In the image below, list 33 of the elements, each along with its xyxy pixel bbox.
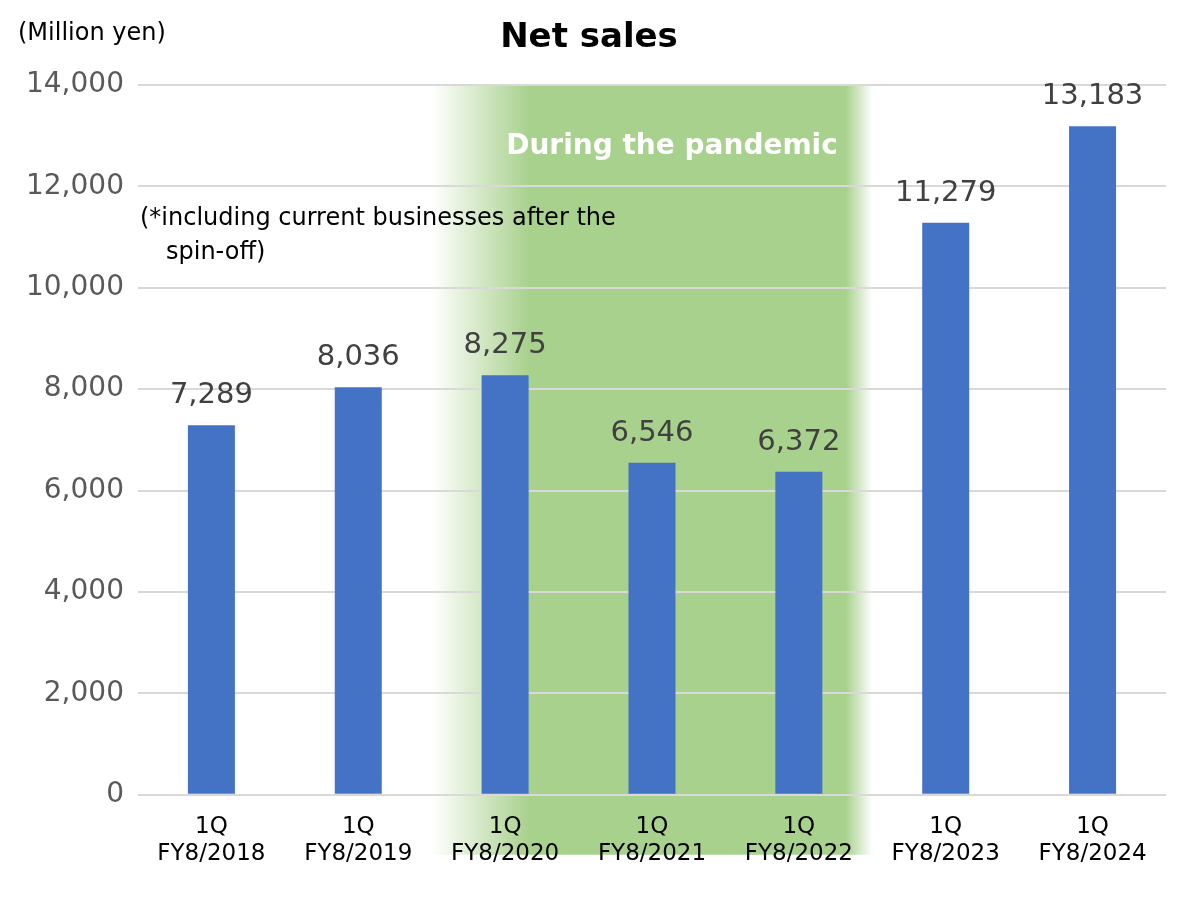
y-tick-label: 8,000 [43,370,124,404]
bar [481,375,529,794]
y-tick-label: 4,000 [43,573,124,607]
y-tick-label: 12,000 [25,167,124,201]
x-tick-label: 1Q FY8/2019 [304,811,413,866]
data-label: 7,289 [169,376,253,411]
annotation: (*including current businesses after the spin-off) [139,202,616,265]
band-label: During the pandemic [506,128,838,162]
y-tick-label: 0 [106,776,124,810]
x-tick-label: 1Q FY8/2023 [891,811,1000,866]
bar [775,471,823,794]
data-label: 8,036 [316,338,400,373]
x-tick-label: 1Q FY8/2024 [1038,811,1147,866]
y-axis-title: (Million yen) [18,18,166,46]
data-label: 13,183 [1041,77,1144,112]
bar [334,387,382,794]
x-tick-label: 1Q FY8/2018 [157,811,266,866]
y-tick-label: 14,000 [25,66,124,100]
data-label: 11,279 [894,173,997,208]
y-tick-label: 6,000 [43,471,124,505]
bar [1069,126,1117,794]
y-tick-label: 10,000 [25,268,124,302]
x-tick-label: 1Q FY8/2021 [597,811,707,866]
data-label: 6,372 [757,422,841,457]
y-tick-label: 2,000 [43,674,124,708]
bar [922,222,970,794]
bar [187,425,235,794]
x-tick-label: 1Q FY8/2022 [744,811,853,866]
chart-title: Net sales [500,15,678,56]
x-tick-label: 1Q FY8/2020 [451,811,560,866]
bar [628,462,676,794]
data-label: 6,546 [610,413,694,448]
data-label: 8,275 [463,326,547,361]
